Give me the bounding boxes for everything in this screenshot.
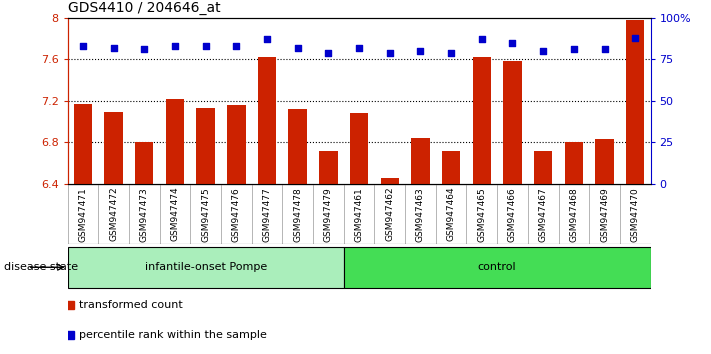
Text: GSM947475: GSM947475: [201, 187, 210, 241]
Bar: [289, 109, 307, 184]
Text: control: control: [478, 262, 516, 272]
Text: GSM947463: GSM947463: [416, 187, 425, 241]
Point: [262, 36, 273, 42]
Text: GSM947476: GSM947476: [232, 187, 241, 241]
Text: GSM947470: GSM947470: [631, 187, 640, 241]
Bar: [595, 139, 614, 184]
Bar: [503, 61, 522, 184]
Point: [230, 43, 242, 49]
Point: [507, 40, 518, 45]
Point: [200, 43, 211, 49]
Bar: [135, 142, 154, 184]
Text: GSM947471: GSM947471: [78, 187, 87, 241]
Bar: [258, 57, 276, 184]
Point: [139, 46, 150, 52]
Text: GSM947479: GSM947479: [324, 187, 333, 241]
Text: disease state: disease state: [4, 262, 77, 272]
Text: GSM947461: GSM947461: [355, 187, 363, 241]
Point: [568, 46, 579, 52]
Point: [629, 35, 641, 40]
Point: [599, 46, 610, 52]
Bar: [473, 57, 491, 184]
Text: GSM947478: GSM947478: [293, 187, 302, 241]
Text: GSM947464: GSM947464: [447, 187, 456, 241]
Point: [384, 50, 395, 56]
Text: GSM947467: GSM947467: [539, 187, 547, 241]
Bar: [350, 113, 368, 184]
Bar: [626, 20, 644, 184]
Bar: [105, 112, 123, 184]
Point: [108, 45, 119, 51]
Text: GSM947469: GSM947469: [600, 187, 609, 241]
Point: [353, 45, 365, 51]
Text: percentile rank within the sample: percentile rank within the sample: [79, 330, 267, 341]
Point: [323, 50, 334, 56]
Text: GSM947477: GSM947477: [262, 187, 272, 241]
Bar: [442, 151, 460, 184]
Bar: [411, 138, 429, 184]
Bar: [319, 151, 338, 184]
Text: GSM947474: GSM947474: [171, 187, 179, 241]
Text: GSM947472: GSM947472: [109, 187, 118, 241]
Point: [169, 43, 181, 49]
Bar: [227, 105, 245, 184]
Text: GSM947466: GSM947466: [508, 187, 517, 241]
Bar: [343, 246, 651, 288]
Text: GSM947468: GSM947468: [570, 187, 578, 241]
Point: [292, 45, 304, 51]
Bar: [74, 104, 92, 184]
Text: transformed count: transformed count: [79, 300, 183, 310]
Point: [476, 36, 488, 42]
Bar: [565, 142, 583, 184]
Bar: [380, 178, 399, 184]
Text: GSM947465: GSM947465: [477, 187, 486, 241]
Point: [538, 48, 549, 54]
Bar: [534, 151, 552, 184]
Text: infantile-onset Pompe: infantile-onset Pompe: [144, 262, 267, 272]
Bar: [196, 108, 215, 184]
Text: GDS4410 / 204646_at: GDS4410 / 204646_at: [68, 1, 220, 15]
Text: GSM947462: GSM947462: [385, 187, 394, 241]
Text: GSM947473: GSM947473: [140, 187, 149, 241]
Point: [415, 48, 426, 54]
Bar: [166, 99, 184, 184]
Bar: [68, 246, 343, 288]
Point: [445, 50, 456, 56]
Point: [77, 43, 89, 49]
